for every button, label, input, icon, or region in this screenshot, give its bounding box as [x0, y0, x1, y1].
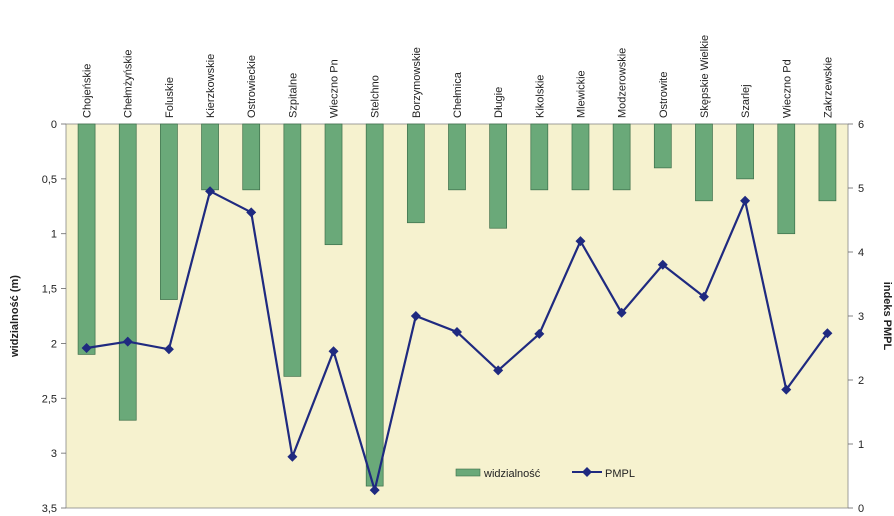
tick-label: 2,5: [42, 393, 57, 405]
tick-label: 3: [51, 448, 57, 460]
tick-label: 0: [858, 503, 864, 515]
category-label: Kikolskie: [534, 75, 546, 118]
bar: [777, 123, 796, 235]
bar: [695, 123, 713, 202]
right-axis-ticks: 0 1 2 3 4 5 6: [848, 119, 864, 515]
category-label: Stelchno: [370, 75, 382, 118]
bar: [736, 123, 754, 180]
category-label: Szpitalne: [287, 73, 299, 118]
tick-label: 1: [51, 229, 57, 241]
category-label: Skępskie Wielkie: [699, 35, 711, 118]
bar: [160, 123, 178, 300]
tick-label: 3: [858, 311, 864, 323]
tick-label: 1,5: [42, 284, 57, 296]
tick-label: 4: [858, 247, 864, 259]
left-axis-title: widzialność (m): [9, 275, 21, 358]
bar: [324, 123, 343, 246]
bar: [653, 123, 672, 169]
bar: [530, 123, 549, 191]
category-label: Kierzkowskie: [205, 54, 217, 118]
right-axis-title: indeks PMPL: [881, 282, 893, 351]
category-label: Wieczno Pd: [781, 59, 793, 118]
point: [493, 365, 504, 376]
point: [163, 344, 174, 355]
point: [534, 328, 545, 339]
bar: [489, 123, 508, 229]
point: [205, 186, 216, 197]
legend-marker: [582, 467, 592, 477]
tick-label: 0,5: [42, 174, 57, 186]
bar: [283, 123, 302, 377]
point: [410, 311, 421, 321]
bar: [201, 123, 219, 191]
tick-label: 1: [858, 439, 864, 451]
category-label: Foluskie: [164, 77, 176, 118]
tick-label: 5: [858, 183, 864, 195]
legend-swatch-bar: [455, 468, 481, 477]
tick-label: 0: [51, 119, 57, 131]
point: [822, 328, 833, 339]
category-label: Mlewickie: [575, 70, 587, 118]
category-label: Chełmżyńskie: [123, 50, 135, 118]
bar: [612, 123, 631, 191]
point: [81, 343, 92, 353]
point: [287, 451, 298, 462]
line-layer: [81, 186, 833, 496]
tick-label: 3,5: [42, 503, 57, 515]
left-axis-ticks: 0 0,5 1 1,5 2 2,5 3 3,5: [42, 119, 66, 515]
category-label: Wieczno Pn: [329, 59, 341, 118]
bar: [77, 123, 96, 355]
category-label: Borzymowskie: [411, 47, 423, 118]
category-label: Modzerowskie: [617, 48, 629, 118]
category-label: Chojeńskie: [82, 64, 94, 118]
point: [452, 327, 462, 337]
category-label: Szarlej: [740, 84, 752, 118]
point: [246, 207, 257, 218]
point: [328, 346, 339, 357]
bar: [818, 123, 837, 202]
bar: [448, 123, 466, 191]
point: [575, 236, 586, 247]
point: [122, 336, 133, 347]
point: [781, 384, 792, 395]
bar: [118, 123, 137, 421]
category-label: Długie: [493, 87, 505, 118]
bar: [571, 123, 590, 191]
bar: [365, 123, 384, 487]
point: [698, 291, 709, 302]
category-label: Ostrowite: [658, 72, 670, 118]
category-label: Chełmica: [452, 71, 464, 118]
point: [740, 195, 751, 206]
tick-label: 6: [858, 119, 864, 131]
bar: [406, 123, 425, 224]
category-label: Ostrowieckie: [246, 55, 258, 118]
tick-label: 2: [858, 375, 864, 387]
point: [657, 259, 668, 270]
category-labels: Chojeńskie Chełmżyńskie Foluskie Kierzkowsk…: [82, 35, 835, 118]
tick-label: 2: [51, 338, 57, 350]
legend-label-bar: widzialność: [483, 468, 541, 480]
point: [369, 485, 380, 496]
bar: [242, 123, 261, 191]
legend: widzialność PMPL: [455, 467, 635, 480]
bars-layer: [77, 123, 837, 487]
point: [616, 307, 627, 318]
category-label: Zakrzewskie: [822, 57, 834, 118]
legend-label-line: PMPL: [605, 468, 635, 480]
